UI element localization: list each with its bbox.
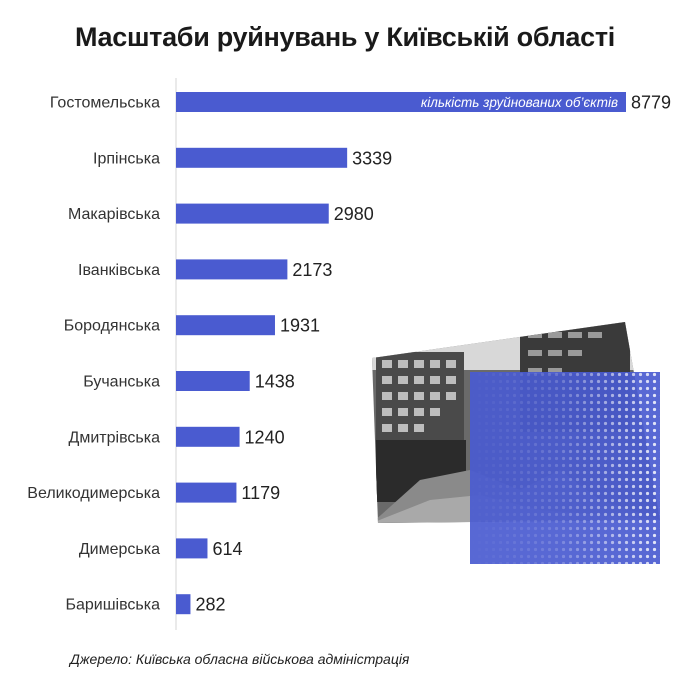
bar-4 <box>176 259 288 280</box>
chart-title: Масштаби руйнувань у Київській області <box>75 22 615 52</box>
value-label-8: 1179 <box>241 483 280 503</box>
value-label-1: 8779 <box>631 93 671 113</box>
source-note: Джерело: Київська обласна військова адмі… <box>70 651 410 667</box>
category-labels-group: Гостомельська Ірпінська Макарівська Іванків… <box>27 95 160 614</box>
bars-group <box>176 92 626 615</box>
bar-7 <box>176 426 240 447</box>
category-label-4: Іванківська <box>78 262 160 279</box>
bar-3 <box>176 203 329 224</box>
value-label-7: 1240 <box>245 427 285 447</box>
bar-5 <box>176 315 275 336</box>
bar-10 <box>176 594 191 615</box>
bar-1 <box>176 92 626 112</box>
bar-9 <box>176 538 208 559</box>
value-label-6: 1438 <box>255 372 295 392</box>
category-label-6: Бучанська <box>83 374 160 391</box>
category-label-5: Бородянська <box>64 318 160 335</box>
category-label-10: Баришівська <box>65 597 160 614</box>
bar-2 <box>176 147 348 168</box>
value-label-2: 3339 <box>352 148 392 168</box>
value-label-3: 2980 <box>334 204 374 224</box>
category-label-7: Дмитрівська <box>69 429 161 446</box>
value-label-4: 2173 <box>292 260 332 280</box>
value-labels-group: 8779 3339 2980 2173 1931 1438 1240 1179 614 282 <box>195 93 671 615</box>
category-label-9: Димерська <box>79 541 160 558</box>
category-label-3: Макарівська <box>68 206 160 223</box>
destroyed-building-photo <box>372 322 660 564</box>
value-label-10: 282 <box>195 595 225 615</box>
series-note: кількість зруйнованих об’єктів <box>421 95 618 110</box>
value-label-9: 614 <box>212 539 242 559</box>
category-label-1: Гостомельська <box>50 95 160 112</box>
category-label-2: Ірпінська <box>93 150 160 167</box>
category-label-8: Великодимерська <box>27 485 160 502</box>
bar-8 <box>176 482 237 503</box>
value-label-5: 1931 <box>280 316 320 336</box>
bar-6 <box>176 371 250 391</box>
